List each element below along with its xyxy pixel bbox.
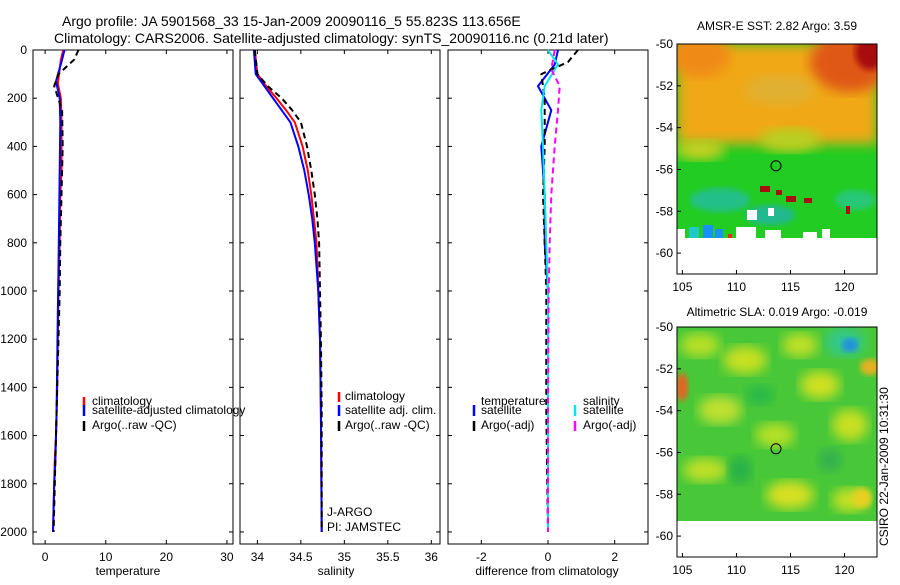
legend-entry-temp-argo: Argo(-adj): [481, 418, 534, 432]
sla-map-image: [677, 327, 877, 521]
series-line-argo-raw-qc: [52, 49, 80, 533]
annotation-pi-jamstec: PI: JAMSTEC: [327, 520, 401, 534]
side-timestamp: CSIRO 22-Jan-2009 10:31:30: [877, 387, 891, 546]
temperature-legend: climatology satellite-adjusted climatolo…: [82, 394, 245, 432]
temperature-panel: 0 10 20 30 0 200 400 600 800 1000 1200 1400 1600 1800…: [0, 43, 245, 578]
temperature-ticks: 0 10 20 30 0 200 400 600 800 1000 1200 1400 1600 1800…: [0, 43, 234, 564]
legend-entry-sal-argo: Argo(-adj): [583, 418, 636, 432]
x-tick-label: 20: [160, 550, 174, 564]
legend-entry-argo: Argo(..raw -QC): [92, 418, 177, 432]
map-y-tick-label: -58: [656, 487, 674, 501]
sla-argo-location-marker: [770, 443, 782, 455]
temperature-lines: [52, 49, 80, 533]
salinity-ticks: 34 34.5 35 35.5 36: [240, 49, 440, 564]
sst-map-image: [677, 44, 877, 238]
map-x-tick-label: 120: [835, 280, 855, 294]
series-line-argo-raw-qc: [253, 49, 323, 532]
sst-map-ticks: 105 110 115 120 -50 -52 -54 -56 -58 -60: [656, 37, 855, 294]
y-tick-label: 1800: [0, 477, 27, 491]
x-tick-label: 0: [545, 550, 552, 564]
map-x-tick-label: 110: [727, 280, 746, 294]
series-line-climatology: [253, 49, 323, 533]
map-x-tick-label: 120: [835, 563, 855, 577]
legend-entry-satellite-adj: satellite adj. clim.: [345, 403, 436, 417]
map-y-tick-label: -50: [656, 37, 674, 51]
y-tick-label: 1600: [0, 429, 27, 443]
temperature-axes-frame: [32, 49, 234, 545]
title-line1: Argo profile: JA 5901568_33 15-Jan-2009 …: [62, 13, 521, 29]
sla-map-frame: [676, 326, 878, 558]
map-y-tick-label: -60: [656, 246, 674, 260]
sla-map-title: Altimetric SLA: 0.019 Argo: -0.019: [687, 305, 868, 319]
salinity-legend: climatology satellite adj. clim. Argo(..…: [337, 389, 436, 432]
map-y-tick-label: -52: [656, 79, 674, 93]
map-y-tick-label: -54: [656, 121, 674, 135]
map-x-tick-label: 110: [727, 563, 746, 577]
salinity-axes-frame: [239, 49, 441, 545]
map-y-tick-label: -56: [656, 445, 674, 459]
y-tick-label: 800: [7, 236, 27, 250]
sst-map-panel: AMSR-E SST: 2.82 Argo: 3.59: [656, 19, 878, 294]
legend-heading-salinity: salinity: [583, 394, 620, 408]
map-x-tick-label: 115: [781, 563, 800, 577]
difference-xlabel: difference from climatology: [475, 564, 618, 578]
y-tick-label: 0: [20, 43, 27, 57]
difference-lines: [537, 49, 579, 533]
legend-entry-climatology: climatology: [345, 389, 405, 403]
map-x-tick-label: 105: [672, 280, 692, 294]
x-tick-label: 34.5: [289, 550, 313, 564]
temperature-xlabel: temperature: [96, 564, 161, 578]
map-y-tick-label: -58: [656, 204, 674, 218]
annotation-j-argo: J-ARGO: [327, 505, 372, 519]
map-x-tick-label: 115: [781, 280, 800, 294]
sst-map-title: AMSR-E SST: 2.82 Argo: 3.59: [697, 19, 857, 33]
map-y-tick-label: -52: [656, 362, 674, 376]
difference-legend: temperature satellite Argo(-adj) salinit…: [472, 394, 636, 432]
series-line-salinity-argo-adj: [547, 49, 561, 532]
y-tick-label: 400: [7, 139, 27, 153]
sla-map-ticks: 105 110 115 120 -50 -52 -54 -56 -58 -60: [656, 320, 855, 577]
legend-entry-satellite-adjusted: satellite-adjusted climatology: [92, 403, 245, 417]
x-tick-label: 0: [42, 550, 49, 564]
salinity-lines: [252, 49, 323, 533]
sst-map-frame: [676, 43, 878, 275]
x-tick-label: 10: [99, 550, 113, 564]
legend-entry-climatology: climatology: [92, 394, 152, 408]
salinity-xlabel: salinity: [318, 564, 355, 578]
sla-map-panel: Altimetric SLA: 0.019 Argo: -0.019 105 11…: [656, 305, 878, 577]
x-tick-label: 35.5: [376, 550, 400, 564]
series-line-temperature-argo-adj: [540, 49, 579, 533]
map-x-tick-label: 105: [672, 563, 692, 577]
sst-argo-location-marker: [770, 160, 782, 172]
x-tick-label: 36: [425, 550, 439, 564]
legend-entry-argo: Argo(..raw -QC): [345, 418, 430, 432]
x-tick-label: 2: [611, 550, 618, 564]
y-tick-label: 1200: [0, 332, 27, 346]
series-line-satellite-adj-clim: [252, 49, 323, 533]
y-tick-label: 1000: [0, 284, 27, 298]
x-tick-label: -2: [476, 550, 487, 564]
x-tick-label: 35: [338, 550, 352, 564]
salinity-panel: 34 34.5 35 35.5 36 salinity climatology sate…: [239, 49, 441, 578]
legend-entry-temp-satellite: satellite: [481, 403, 522, 417]
legend-entry-sal-satellite: satellite: [583, 403, 624, 417]
x-tick-label: 30: [220, 550, 234, 564]
y-tick-label: 1400: [0, 380, 27, 394]
legend-heading-temperature: temperature: [481, 394, 546, 408]
x-tick-label: 34: [251, 550, 265, 564]
difference-ticks: -2 0 2: [448, 49, 648, 564]
map-y-tick-label: -54: [656, 404, 674, 418]
map-y-tick-label: -56: [656, 162, 674, 176]
map-y-tick-label: -60: [656, 529, 674, 543]
y-tick-label: 600: [7, 188, 27, 202]
y-tick-label: 2000: [0, 525, 27, 539]
map-y-tick-label: -50: [656, 320, 674, 334]
difference-panel: -2 0 2 difference from climatology tempera…: [447, 49, 649, 578]
title-line2: Climatology: CARS2006. Satellite-adjuste…: [54, 30, 609, 46]
y-tick-label: 200: [7, 91, 27, 105]
